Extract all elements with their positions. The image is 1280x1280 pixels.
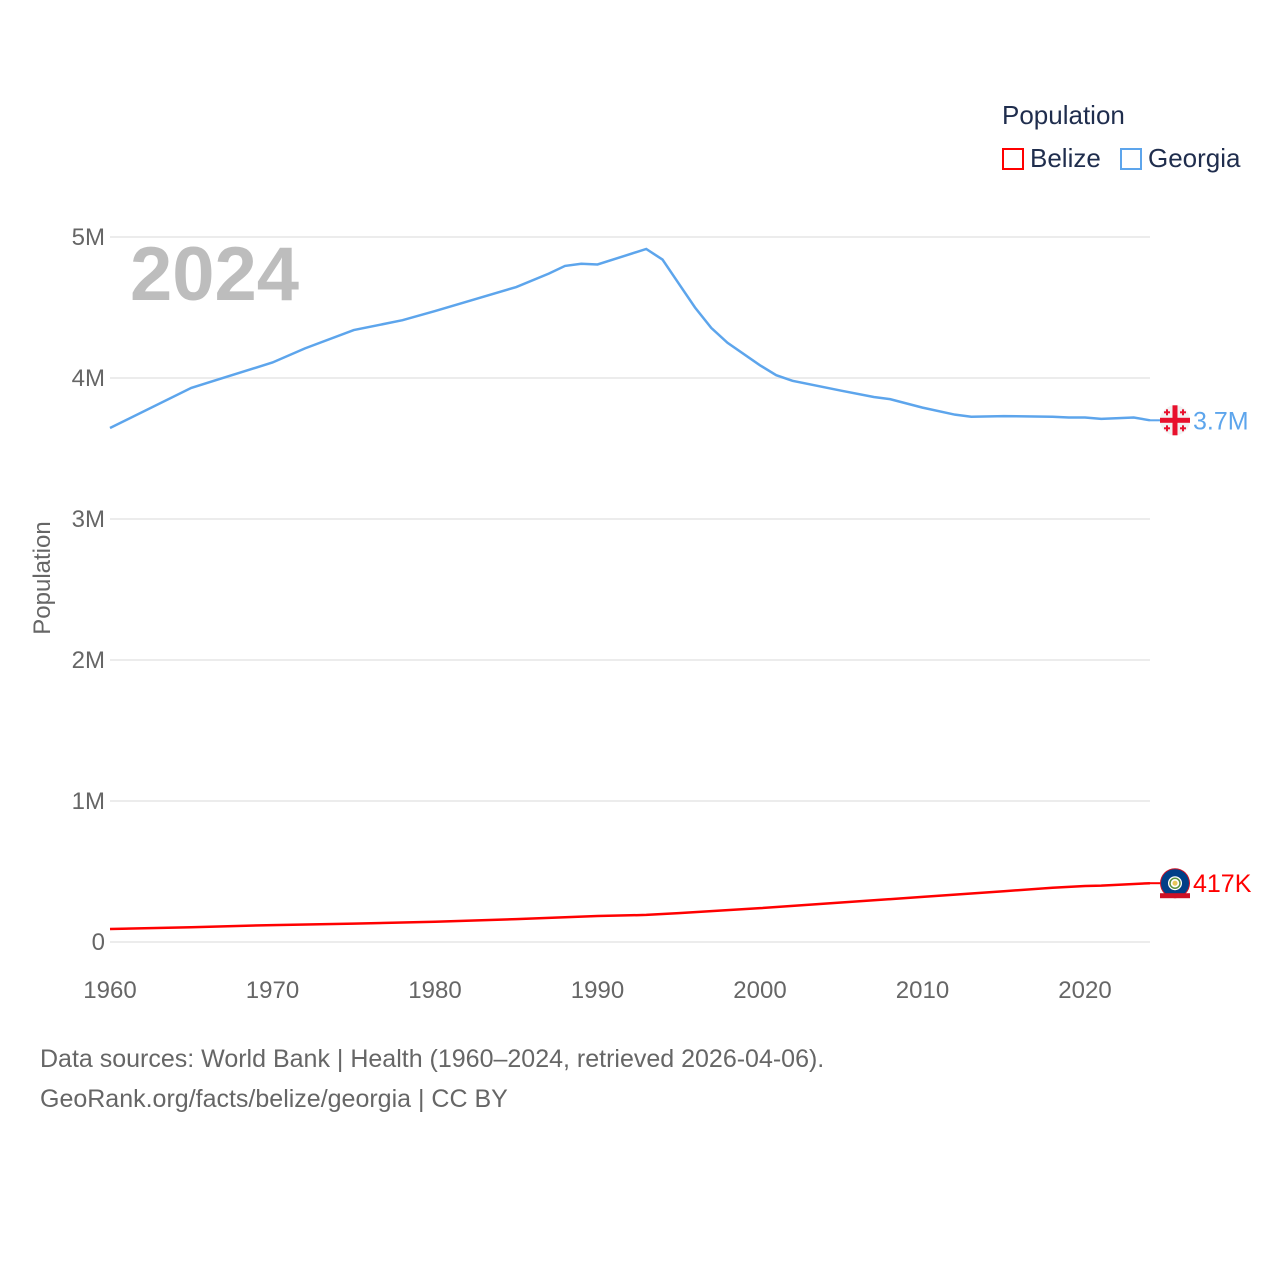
x-tick-label: 2020 <box>1058 977 1111 1004</box>
flag-shield <box>1172 880 1178 886</box>
y-tick-label: 2M <box>72 647 105 674</box>
flag-wreath <box>1169 877 1181 889</box>
flag-small-cross <box>1164 427 1170 430</box>
x-tick-label: 1980 <box>408 977 461 1004</box>
end-value-label: 417K <box>1193 870 1252 898</box>
x-tick-label: 1970 <box>246 977 299 1004</box>
flag-stripe <box>1160 893 1190 899</box>
end-value-label: 3.7M <box>1193 407 1249 435</box>
series-line-belize <box>109 881 1151 931</box>
legend-item-georgia[interactable]: Georgia <box>1120 143 1241 174</box>
series-line-georgia <box>109 247 1151 430</box>
legend-swatch-georgia <box>1120 147 1142 170</box>
y-axis-label: Population <box>29 521 56 634</box>
legend-item-belize[interactable]: Belize <box>1002 143 1101 174</box>
legend-label: Georgia <box>1148 143 1241 173</box>
x-tick-label: 2010 <box>896 977 949 1004</box>
y-tick-label: 5M <box>72 224 105 251</box>
belize-flag-icon <box>1160 868 1190 899</box>
y-tick-label: 3M <box>72 506 105 533</box>
georgia-flag-icon <box>1160 405 1190 436</box>
legend-swatch-belize <box>1002 147 1024 170</box>
footer-attribution[interactable]: GeoRank.org/facts/belize/georgia | CC BY <box>40 1085 508 1113</box>
footer-sources: Data sources: World Bank | Health (1960–… <box>40 1045 825 1073</box>
x-tick-label: 1960 <box>83 977 136 1004</box>
flag-small-cross <box>1180 427 1186 430</box>
flag-small-cross <box>1180 411 1186 414</box>
x-tick-label: 1990 <box>571 977 624 1004</box>
y-tick-label: 4M <box>72 365 105 392</box>
legend-label: Belize <box>1030 143 1101 173</box>
y-tick-label: 1M <box>72 788 105 815</box>
x-tick-label: 2000 <box>733 977 786 1004</box>
flag-cross <box>1172 405 1178 436</box>
legend-title: Population <box>1002 100 1125 130</box>
year-overlay: 2024 <box>130 232 299 317</box>
flag-small-cross <box>1164 411 1170 414</box>
y-tick-label: 0 <box>92 929 105 956</box>
